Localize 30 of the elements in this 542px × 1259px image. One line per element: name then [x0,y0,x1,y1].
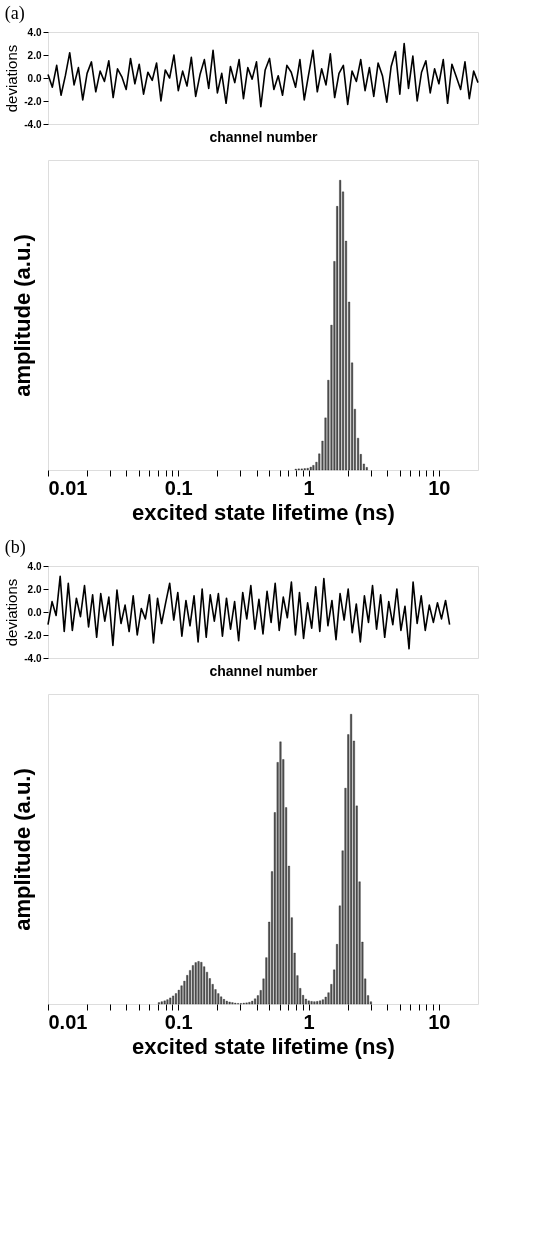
y-tick-label: -2.0 [24,95,42,107]
y-tick-label: 4.0 [27,26,42,38]
y-tick-label: -2.0 [24,629,42,641]
y-tick-label: -4.0 [24,118,42,130]
y-tick-label: 2.0 [27,583,42,595]
x-tick-label: 10 [428,1010,451,1033]
chart-title: (b) [4,537,26,558]
x-axis-title: channel number [209,128,319,145]
x-axis-title: channel number [209,662,319,679]
y-tick-label: 2.0 [27,49,42,61]
y-axis-title: deviations [3,578,21,647]
line-series [47,575,451,650]
x-tick-label: 10 [428,476,451,499]
y-axis-title: amplitude (a.u.) [9,768,35,931]
x-axis-title: excited state lifetime (ns) [132,499,395,525]
x-tick-label: 0.01 [48,476,88,499]
chart-title: (a) [4,3,25,24]
line-series [47,42,479,108]
x-tick-label: 0.01 [48,1010,88,1033]
y-tick-label: 4.0 [27,560,42,572]
y-axis-title: amplitude (a.u.) [9,234,35,397]
y-tick-label: 0.0 [27,606,42,618]
y-tick-label: -4.0 [24,652,42,664]
y-tick-label: 0.0 [27,72,42,84]
x-tick-label: 1 [303,1010,315,1033]
x-tick-label: 0.1 [164,1010,193,1033]
x-tick-label: 0.1 [164,476,193,499]
x-axis-title: excited state lifetime (ns) [132,1033,395,1059]
x-tick-label: 1 [303,476,315,499]
y-axis-title: deviations [3,44,21,113]
